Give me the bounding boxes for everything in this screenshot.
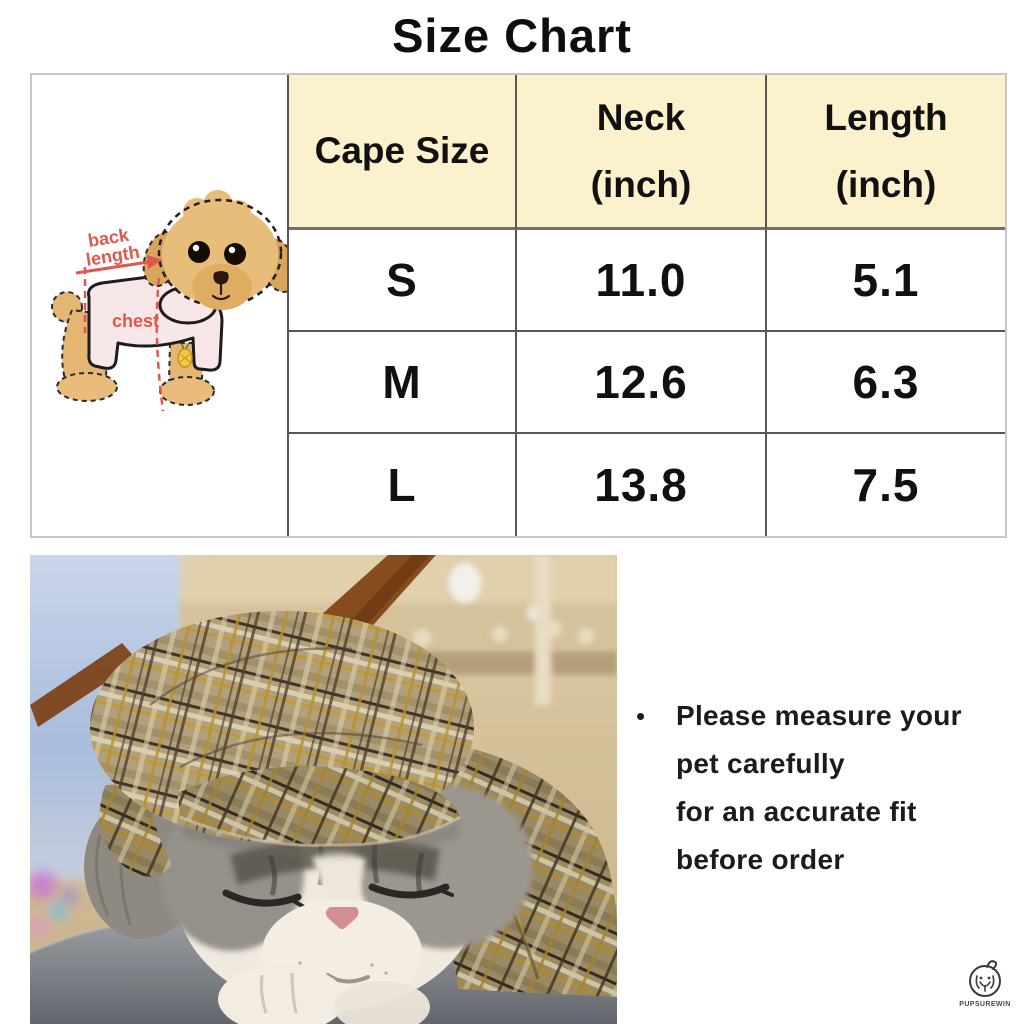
table-cell-size-l: L (387, 459, 417, 511)
table-cell-neck-s: 11.0 (515, 230, 765, 332)
cat-photo (30, 555, 617, 1024)
cat-nose (325, 907, 359, 929)
brand-name: PUPSUREWIN (959, 1001, 1011, 1008)
table-cell-neck-l: 13.8 (515, 434, 765, 536)
dog-measure-illustration: back length chest (51, 190, 287, 412)
col-header-cape-size: Cape Size (289, 75, 515, 230)
measure-diagram-cell: back length chest (32, 75, 289, 536)
table-cell-length-l: 7.5 (765, 434, 1005, 536)
bokeh-lights (30, 871, 77, 938)
closed-eyes (222, 883, 454, 909)
dog-head (142, 190, 287, 310)
col-header-length: Length (inch) (765, 75, 1005, 230)
measure-note: • Please measure your pet carefully for … (636, 692, 1022, 884)
pineapple-badge (177, 342, 193, 368)
table-cell-size-s: S (289, 230, 515, 332)
back-length-arrow (75, 255, 163, 275)
note-line-1: Please measure your (676, 700, 962, 731)
brand-logo-icon (969, 960, 1001, 997)
note-line-4: before order (676, 844, 845, 875)
neck-header-label: Neck (596, 97, 686, 138)
table-cell-length-m: 6.3 (765, 332, 1005, 434)
brand-watermark: PUPSUREWIN (950, 958, 1020, 1008)
page-title: Size Chart (392, 9, 632, 62)
note-bullet: • (636, 701, 646, 731)
table-cell-size-m: M (289, 332, 515, 434)
note-line-3: for an accurate fit (676, 796, 917, 827)
table-cell-neck-m: 12.6 (515, 332, 765, 434)
chest-label: chest (112, 311, 159, 331)
cape-size-header-label: Cape Size (314, 130, 490, 171)
cat-photo-svg (30, 555, 617, 1024)
measurement-marks: back length chest (75, 225, 165, 412)
col-header-neck: Neck (inch) (515, 75, 765, 230)
cat-mouth (326, 973, 370, 984)
newsboy-cap (90, 611, 474, 877)
cat (84, 611, 617, 1024)
size-chart-table: back length chest Cape Size Neck (inch) … (30, 73, 1007, 538)
note-lines: Please measure your pet carefully for an… (676, 692, 962, 884)
neck-unit-label: (inch) (590, 164, 692, 205)
note-line-2: pet carefully (676, 748, 845, 779)
chest-dashed-line (155, 277, 165, 412)
length-header-label: Length (824, 97, 948, 138)
cat-paws (218, 965, 430, 1024)
table-cell-length-s: 5.1 (765, 230, 1005, 332)
length-unit-label: (inch) (835, 164, 937, 205)
